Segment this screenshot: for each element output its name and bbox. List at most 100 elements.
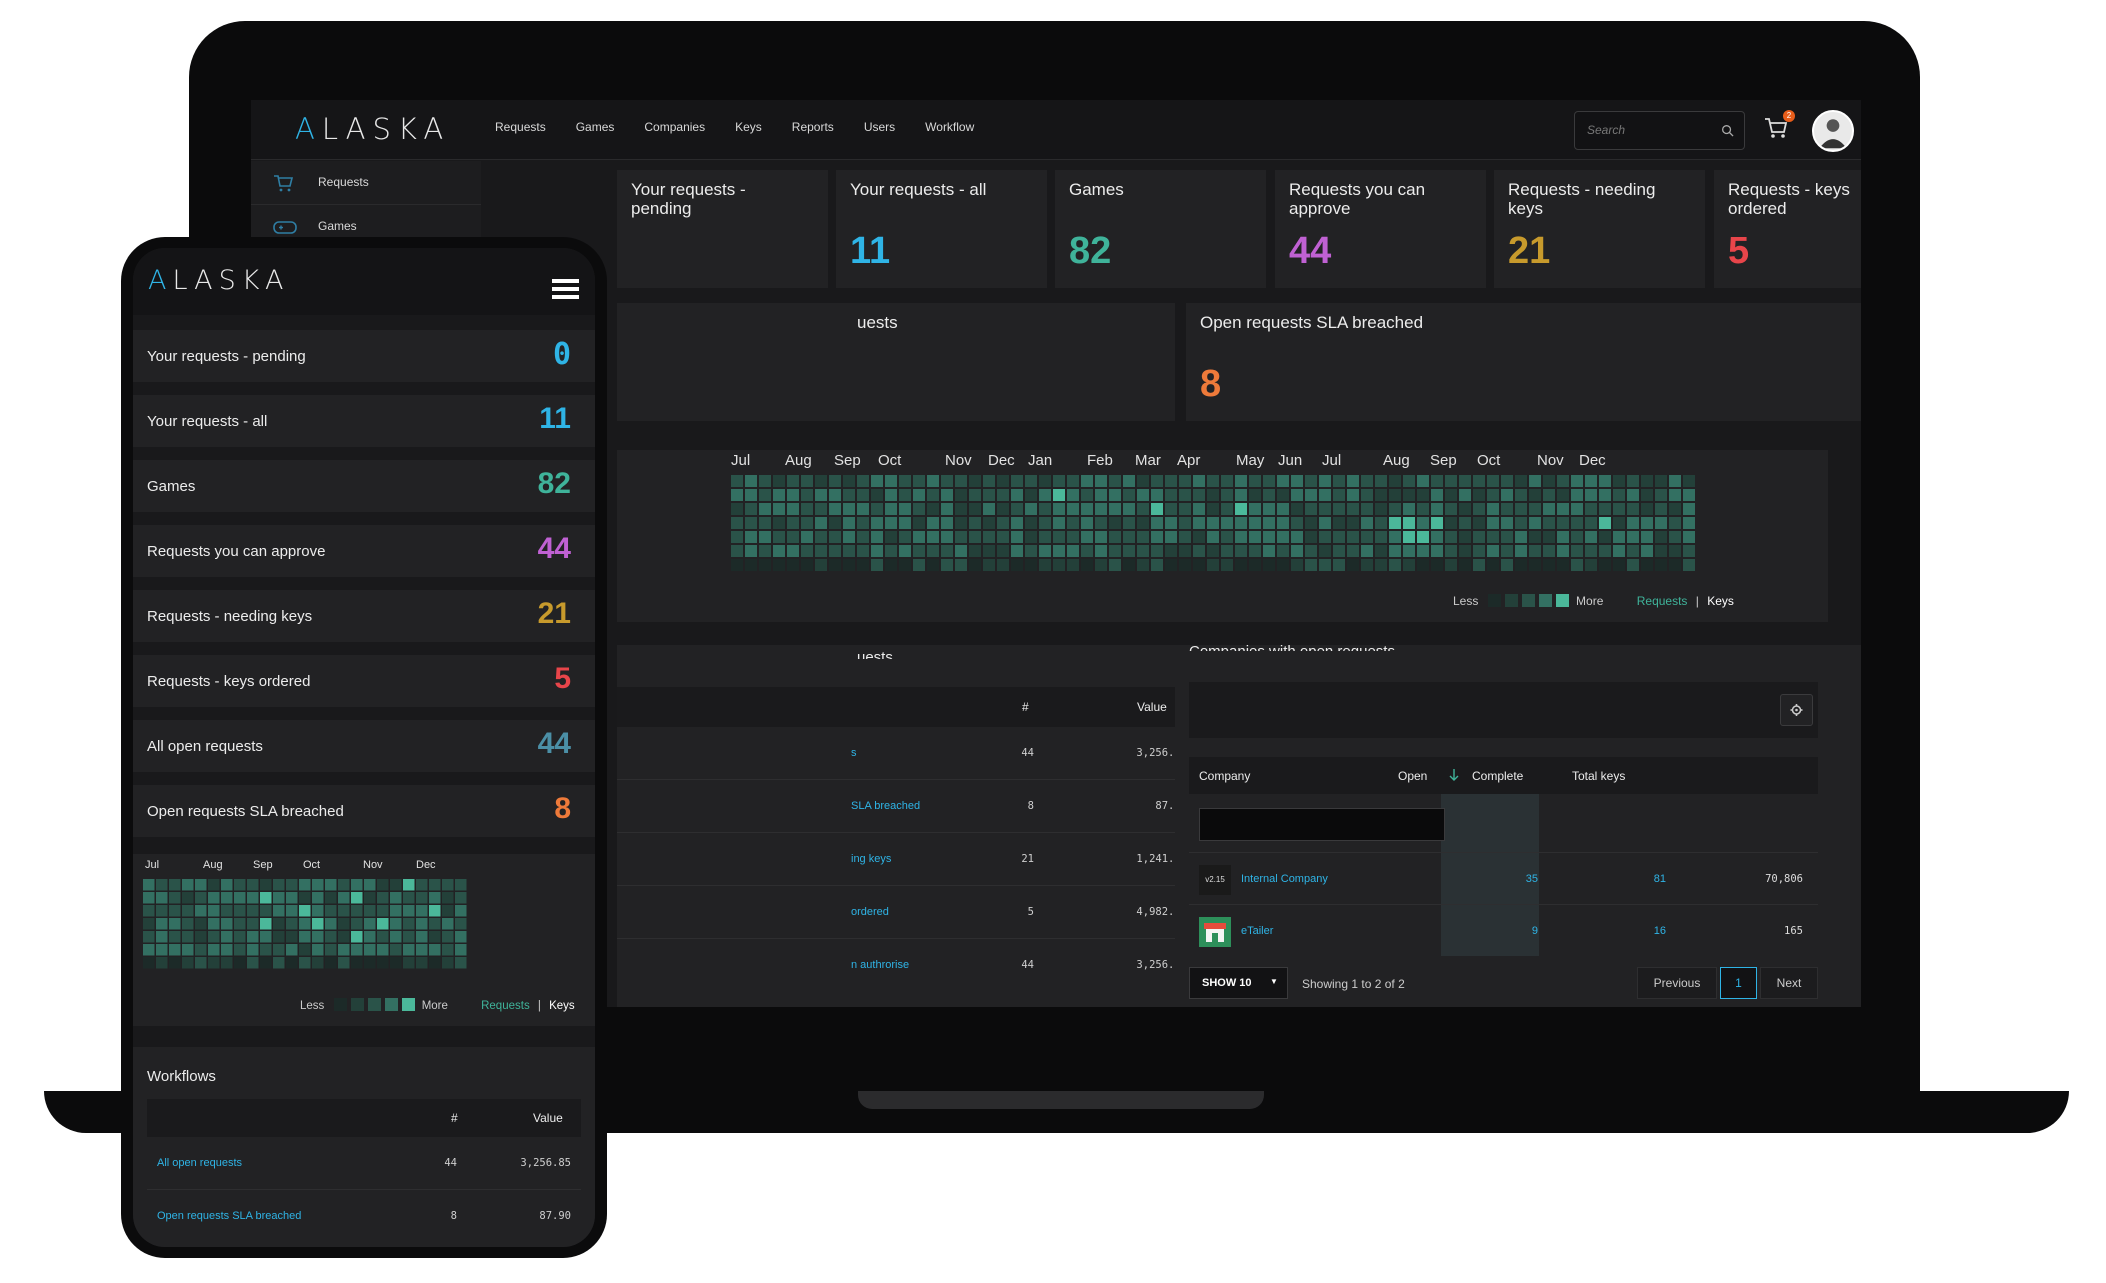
heatmap-cell[interactable] [1403, 475, 1415, 487]
heatmap-cell[interactable] [1585, 489, 1597, 501]
heatmap-cell[interactable] [1627, 489, 1639, 501]
heatmap-cell[interactable] [1683, 489, 1695, 501]
heatmap-cell[interactable] [927, 489, 939, 501]
heatmap-cell[interactable] [1459, 489, 1471, 501]
heatmap-cell[interactable] [156, 918, 168, 930]
heatmap-cell[interactable] [1571, 517, 1583, 529]
heatmap-cell[interactable] [1515, 545, 1527, 557]
heatmap-cell[interactable] [997, 531, 1009, 543]
heatmap-cell[interactable] [1053, 559, 1065, 571]
company-name[interactable]: eTailer [1241, 925, 1274, 937]
heatmap-cell[interactable] [1305, 517, 1317, 529]
heatmap-cell[interactable] [1627, 503, 1639, 515]
heatmap-cell[interactable] [325, 892, 337, 904]
heatmap-cell[interactable] [1557, 475, 1569, 487]
heatmap-cell[interactable] [1333, 559, 1345, 571]
heatmap-cell[interactable] [1641, 517, 1653, 529]
heatmap-cell[interactable] [1207, 503, 1219, 515]
heatmap-cell[interactable] [1515, 475, 1527, 487]
heatmap-cell[interactable] [1403, 531, 1415, 543]
heatmap-cell[interactable] [843, 531, 855, 543]
heatmap-cell[interactable] [1235, 503, 1247, 515]
heatmap-cell[interactable] [969, 475, 981, 487]
heatmap-cell[interactable] [429, 879, 441, 891]
heatmap-cell[interactable] [955, 531, 967, 543]
heatmap-cell[interactable] [1249, 545, 1261, 557]
heatmap-cell[interactable] [351, 957, 363, 969]
heatmap-cell[interactable] [801, 559, 813, 571]
user-avatar[interactable] [1812, 110, 1854, 152]
heatmap-cell[interactable] [871, 531, 883, 543]
heatmap-cell[interactable] [1529, 475, 1541, 487]
heatmap-cell[interactable] [442, 879, 454, 891]
heatmap-cell[interactable] [969, 559, 981, 571]
heatmap-cell[interactable] [1235, 531, 1247, 543]
heatmap-cell[interactable] [1179, 559, 1191, 571]
heatmap-cell[interactable] [169, 905, 181, 917]
heatmap-cell[interactable] [815, 503, 827, 515]
heatmap-cell[interactable] [208, 892, 220, 904]
heatmap-cell[interactable] [927, 475, 939, 487]
heatmap-cell[interactable] [338, 879, 350, 891]
heatmap-cell[interactable] [1095, 531, 1107, 543]
heatmap-cell[interactable] [1389, 559, 1401, 571]
heatmap-cell[interactable] [234, 879, 246, 891]
heatmap-cell[interactable] [1333, 545, 1345, 557]
heatmap-cell[interactable] [247, 957, 259, 969]
heatmap-cell[interactable] [1137, 475, 1149, 487]
stat-card-needing-keys[interactable]: Requests - needing keys 21 [1494, 170, 1705, 288]
heatmap-cell[interactable] [182, 918, 194, 930]
stat-card-needing-keys[interactable]: Requests - needing keys 21 [133, 590, 595, 642]
stat-card-games[interactable]: Games 82 [133, 460, 595, 512]
heatmap-cell[interactable] [1571, 489, 1583, 501]
heatmap-cell[interactable] [1417, 517, 1429, 529]
heatmap-cell[interactable] [1193, 517, 1205, 529]
heatmap-cell[interactable] [1445, 475, 1457, 487]
heatmap-cell[interactable] [1011, 559, 1023, 571]
heatmap-cell[interactable] [1123, 503, 1135, 515]
heatmap-cell[interactable] [1081, 517, 1093, 529]
heatmap-cell[interactable] [1501, 531, 1513, 543]
heatmap-cell[interactable] [1473, 517, 1485, 529]
heatmap-cell[interactable] [416, 918, 428, 930]
heatmap-cell[interactable] [1683, 503, 1695, 515]
heatmap-toggle-keys[interactable]: Keys [549, 1000, 575, 1012]
heatmap-cell[interactable] [1515, 489, 1527, 501]
heatmap-cell[interactable] [983, 559, 995, 571]
table-row[interactable]: SLA breached 8 87.90 [617, 780, 1207, 833]
heatmap-cell[interactable] [208, 944, 220, 956]
company-complete[interactable]: 81 [1653, 873, 1666, 885]
heatmap-cell[interactable] [1067, 489, 1079, 501]
heatmap-cell[interactable] [1319, 531, 1331, 543]
heatmap-cell[interactable] [997, 517, 1009, 529]
heatmap-cell[interactable] [1277, 475, 1289, 487]
heatmap-cell[interactable] [787, 531, 799, 543]
heatmap-cell[interactable] [759, 559, 771, 571]
heatmap-cell[interactable] [273, 944, 285, 956]
heatmap-cell[interactable] [234, 918, 246, 930]
heatmap-cell[interactable] [1613, 503, 1625, 515]
heatmap-cell[interactable] [913, 489, 925, 501]
heatmap-cell[interactable] [234, 892, 246, 904]
heatmap-cell[interactable] [455, 892, 467, 904]
heatmap-cell[interactable] [182, 892, 194, 904]
heatmap-cell[interactable] [941, 531, 953, 543]
brand-logo[interactable]: ALASKA [148, 265, 290, 296]
heatmap-cell[interactable] [143, 918, 155, 930]
heatmap-cell[interactable] [390, 957, 402, 969]
heatmap-cell[interactable] [1235, 559, 1247, 571]
heatmap-cell[interactable] [429, 918, 441, 930]
heatmap-cell[interactable] [221, 944, 233, 956]
heatmap-cell[interactable] [416, 879, 428, 891]
heatmap-cell[interactable] [1305, 531, 1317, 543]
heatmap-cell[interactable] [416, 957, 428, 969]
heatmap-cell[interactable] [1193, 475, 1205, 487]
heatmap-cell[interactable] [1221, 517, 1233, 529]
heatmap-cell[interactable] [885, 489, 897, 501]
stat-card-all[interactable]: Your requests - all 11 [836, 170, 1047, 288]
heatmap-cell[interactable] [1249, 475, 1261, 487]
heatmap-cell[interactable] [1039, 517, 1051, 529]
heatmap-cell[interactable] [1123, 531, 1135, 543]
heatmap-cell[interactable] [871, 489, 883, 501]
heatmap-cell[interactable] [1487, 517, 1499, 529]
